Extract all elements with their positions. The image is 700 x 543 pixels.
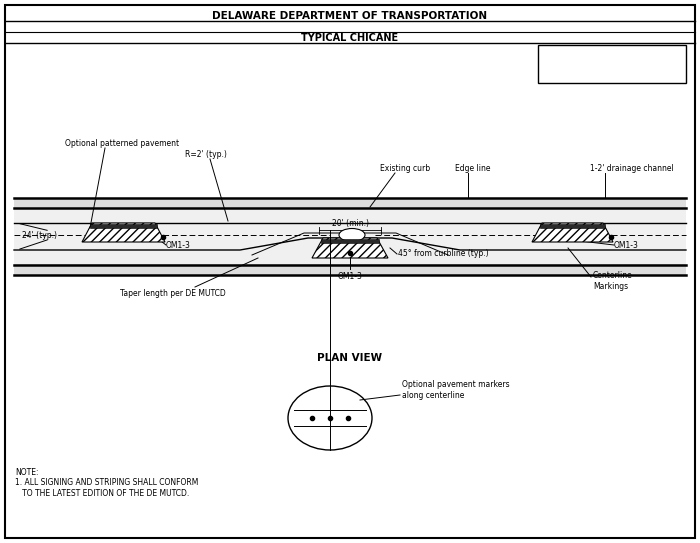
- Text: PLAN VIEW: PLAN VIEW: [317, 353, 383, 363]
- Text: Optional pavement markers
along centerline: Optional pavement markers along centerli…: [402, 380, 510, 400]
- Text: Sign Descriptions: Sign Descriptions: [575, 52, 649, 60]
- Polygon shape: [540, 224, 605, 228]
- Polygon shape: [312, 238, 388, 258]
- Text: Existing curb: Existing curb: [380, 164, 430, 173]
- Text: OM1-3: OM1-3: [337, 272, 363, 281]
- Text: Edge line: Edge line: [455, 164, 491, 173]
- Text: Optional patterned pavement: Optional patterned pavement: [65, 139, 179, 148]
- Bar: [14, 198, 686, 275]
- Text: 1-2' drainage channel: 1-2' drainage channel: [590, 164, 673, 173]
- Polygon shape: [321, 239, 379, 243]
- Text: 20' (min.): 20' (min.): [332, 219, 368, 228]
- Text: Taper length per DE MUTCD: Taper length per DE MUTCD: [120, 289, 225, 298]
- Text: 45° from curbline (typ.): 45° from curbline (typ.): [398, 249, 489, 258]
- Polygon shape: [532, 223, 613, 242]
- Polygon shape: [90, 224, 157, 228]
- Text: OM1-3: OM1-3: [166, 241, 191, 249]
- Ellipse shape: [339, 229, 365, 242]
- Bar: [538, 45, 686, 83]
- Polygon shape: [82, 223, 165, 242]
- Text: OM1-3: OM1-3: [614, 241, 639, 249]
- Text: Centerline
Markings: Centerline Markings: [593, 271, 633, 291]
- Text: OM1-3  Object Marker: OM1-3 Object Marker: [566, 66, 658, 75]
- Text: NOTE:
1. ALL SIGNING AND STRIPING SHALL CONFORM
   TO THE LATEST EDITION OF THE : NOTE: 1. ALL SIGNING AND STRIPING SHALL …: [15, 468, 198, 498]
- Text: R=2' (typ.): R=2' (typ.): [185, 150, 227, 159]
- Ellipse shape: [288, 386, 372, 450]
- Text: TYPICAL CHICANE: TYPICAL CHICANE: [302, 33, 398, 43]
- Text: 24' (typ.): 24' (typ.): [22, 230, 57, 239]
- Text: DELAWARE DEPARTMENT OF TRANSPORTATION: DELAWARE DEPARTMENT OF TRANSPORTATION: [212, 11, 488, 21]
- Bar: [14, 208, 686, 264]
